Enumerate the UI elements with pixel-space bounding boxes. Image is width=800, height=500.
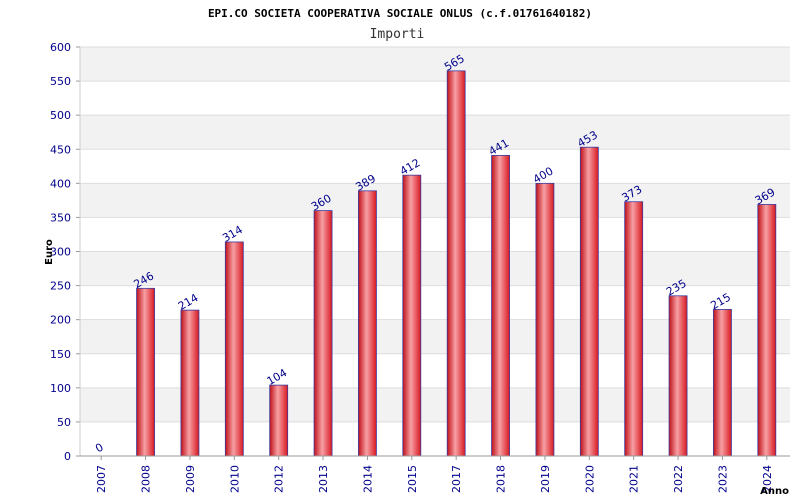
data-label: 0 bbox=[93, 441, 106, 456]
x-tick-label: 2007 bbox=[95, 465, 108, 493]
bar bbox=[446, 70, 466, 457]
chart-subtitle: Importi bbox=[370, 27, 425, 42]
x-tick-label: 2014 bbox=[361, 465, 374, 493]
y-tick-label: 150 bbox=[50, 348, 71, 361]
x-tick-label: 2012 bbox=[273, 465, 286, 493]
bar bbox=[535, 182, 555, 457]
bar bbox=[402, 174, 422, 457]
bar bbox=[579, 146, 599, 457]
grid-band bbox=[80, 251, 790, 286]
y-tick-label: 600 bbox=[50, 41, 71, 54]
bar bbox=[491, 154, 510, 457]
y-tick-label: 350 bbox=[50, 211, 71, 224]
bar bbox=[224, 241, 244, 457]
bar bbox=[358, 190, 377, 457]
x-tick-label: 2018 bbox=[495, 465, 508, 493]
data-label: 412 bbox=[398, 156, 423, 178]
x-tick-label: 2008 bbox=[140, 465, 153, 493]
y-tick-label: 200 bbox=[50, 314, 71, 327]
bar bbox=[757, 204, 777, 457]
y-tick-label: 450 bbox=[50, 143, 71, 156]
data-label: 214 bbox=[176, 291, 201, 313]
y-tick-label: 250 bbox=[50, 280, 71, 293]
bar bbox=[713, 309, 732, 457]
x-tick-label: 2021 bbox=[628, 465, 641, 493]
x-tick-label: 2015 bbox=[406, 465, 419, 493]
chart-title: EPI.CO SOCIETA COOPERATIVA SOCIALE ONLUS… bbox=[208, 7, 592, 20]
y-axis-label: Euro bbox=[44, 239, 55, 265]
x-tick-label: 2010 bbox=[228, 465, 241, 493]
x-tick-label: 2013 bbox=[317, 465, 330, 493]
x-axis-ticks: 2007 2008 2009 2010 2012 2013 2014 2015 2017 2018… bbox=[95, 456, 774, 493]
y-tick-label: 0 bbox=[64, 450, 71, 463]
x-tick-label: 2023 bbox=[716, 465, 729, 493]
y-tick-label: 50 bbox=[57, 416, 71, 429]
x-tick-label: 2009 bbox=[184, 465, 197, 493]
x-tick-label: 2017 bbox=[450, 465, 463, 493]
y-tick-label: 400 bbox=[50, 177, 71, 190]
bar bbox=[624, 201, 644, 457]
y-tick-label: 500 bbox=[50, 109, 71, 122]
data-label: 314 bbox=[220, 223, 245, 245]
grid-band bbox=[80, 47, 790, 82]
bar bbox=[313, 210, 333, 457]
bar bbox=[136, 287, 155, 457]
y-axis-ticks: 0 50 100 150 200 250 300 350 400 450 500 550 600 bbox=[50, 41, 71, 463]
y-tick-label: 100 bbox=[50, 382, 71, 395]
x-tick-label: 2022 bbox=[672, 465, 685, 493]
grid-band bbox=[80, 183, 790, 218]
x-tick-label: 2019 bbox=[539, 465, 552, 493]
bar bbox=[180, 309, 200, 457]
x-tick-label: 2024 bbox=[761, 465, 774, 493]
x-axis-label: Anno bbox=[760, 486, 789, 497]
bar bbox=[269, 384, 289, 457]
data-label: 104 bbox=[265, 366, 290, 388]
y-tick-label: 300 bbox=[50, 246, 71, 259]
grid-band bbox=[80, 115, 790, 150]
y-tick-label: 550 bbox=[50, 75, 71, 88]
x-tick-label: 2020 bbox=[583, 465, 596, 493]
data-label: 215 bbox=[708, 291, 733, 313]
bars bbox=[136, 70, 777, 457]
bar bbox=[668, 295, 688, 457]
